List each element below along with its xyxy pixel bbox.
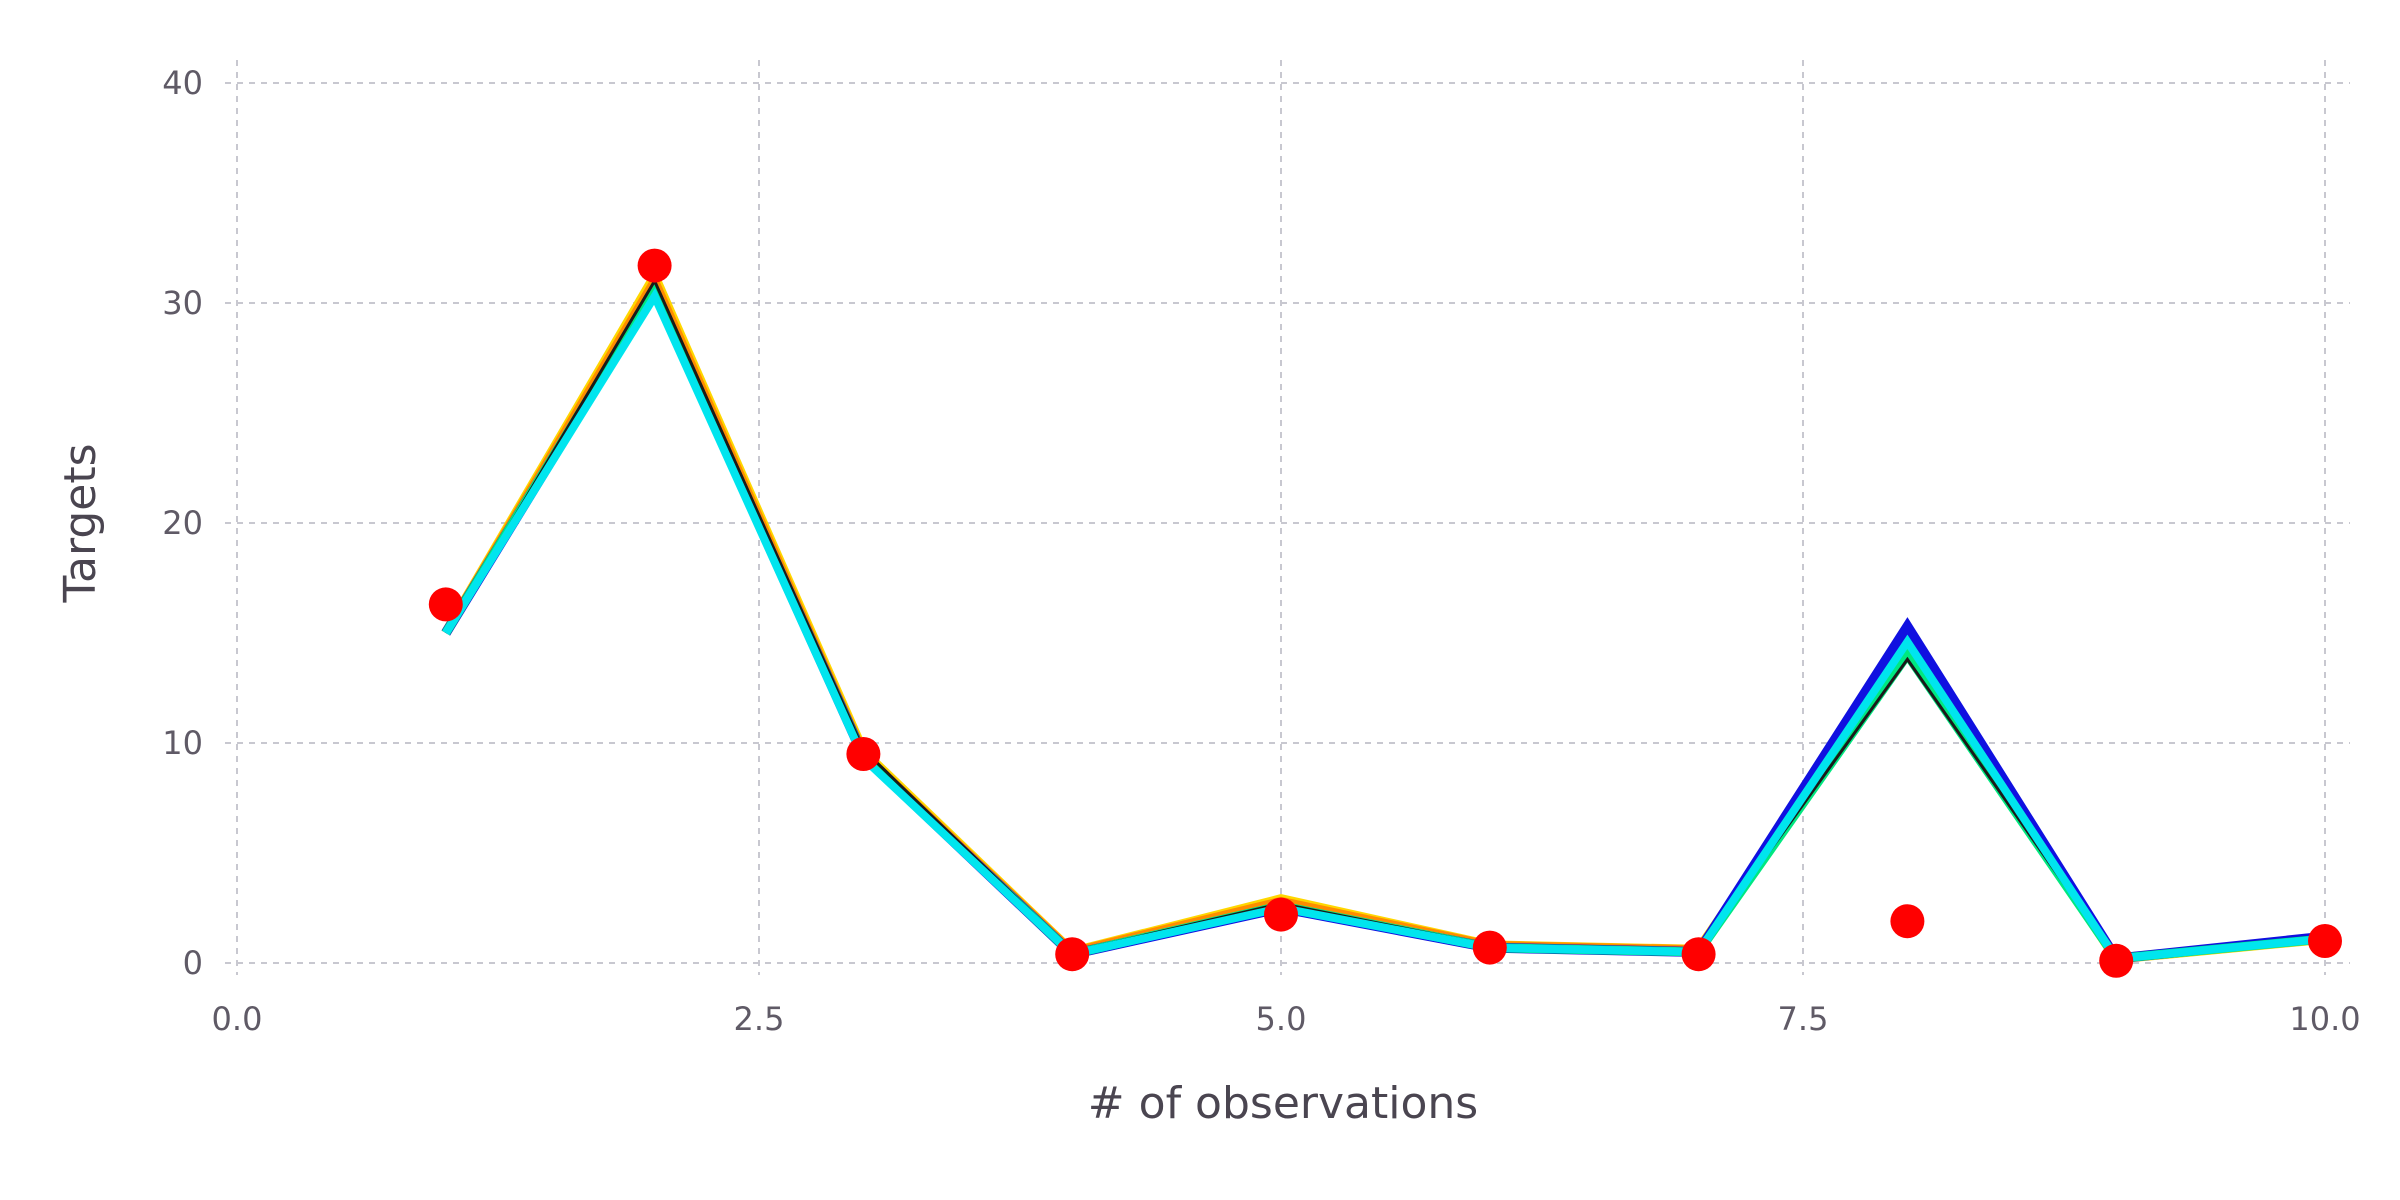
series-line-6 — [442, 287, 2326, 963]
x-tick-label: 7.5 — [1778, 1000, 1829, 1038]
observation-point — [1055, 937, 1090, 972]
observation-point — [846, 737, 881, 771]
x-axis-label: # of observations — [1088, 1078, 1478, 1129]
series-lines — [441, 265, 2326, 964]
series-line-4 — [441, 280, 2326, 964]
y-axis-label: Targets — [55, 443, 106, 603]
x-tick-label: 0.0 — [212, 1000, 263, 1038]
observation-point — [1890, 904, 1925, 939]
y-tick-label: 20 — [162, 504, 203, 542]
observation-points — [428, 248, 2342, 978]
y-tick-label: 0 — [183, 944, 203, 982]
y-axis-ticks: 0 10 20 30 40 — [162, 64, 203, 982]
x-tick-label: 5.0 — [1256, 1000, 1307, 1038]
y-tick-label: 10 — [162, 724, 203, 762]
observation-point — [1264, 897, 1298, 932]
observation-point — [637, 248, 672, 283]
observation-point — [2308, 924, 2342, 958]
observation-point — [2099, 943, 2134, 978]
observation-point — [1681, 937, 1716, 972]
observation-point — [428, 587, 463, 622]
x-tick-label: 2.5 — [734, 1000, 785, 1038]
x-tick-label: 10.0 — [2289, 1000, 2360, 1038]
y-tick-label: 30 — [162, 284, 203, 322]
x-axis-ticks: 0.0 2.5 5.0 7.5 10.0 — [212, 1000, 2361, 1038]
observation-point — [1472, 930, 1507, 965]
y-tick-label: 40 — [162, 64, 203, 102]
